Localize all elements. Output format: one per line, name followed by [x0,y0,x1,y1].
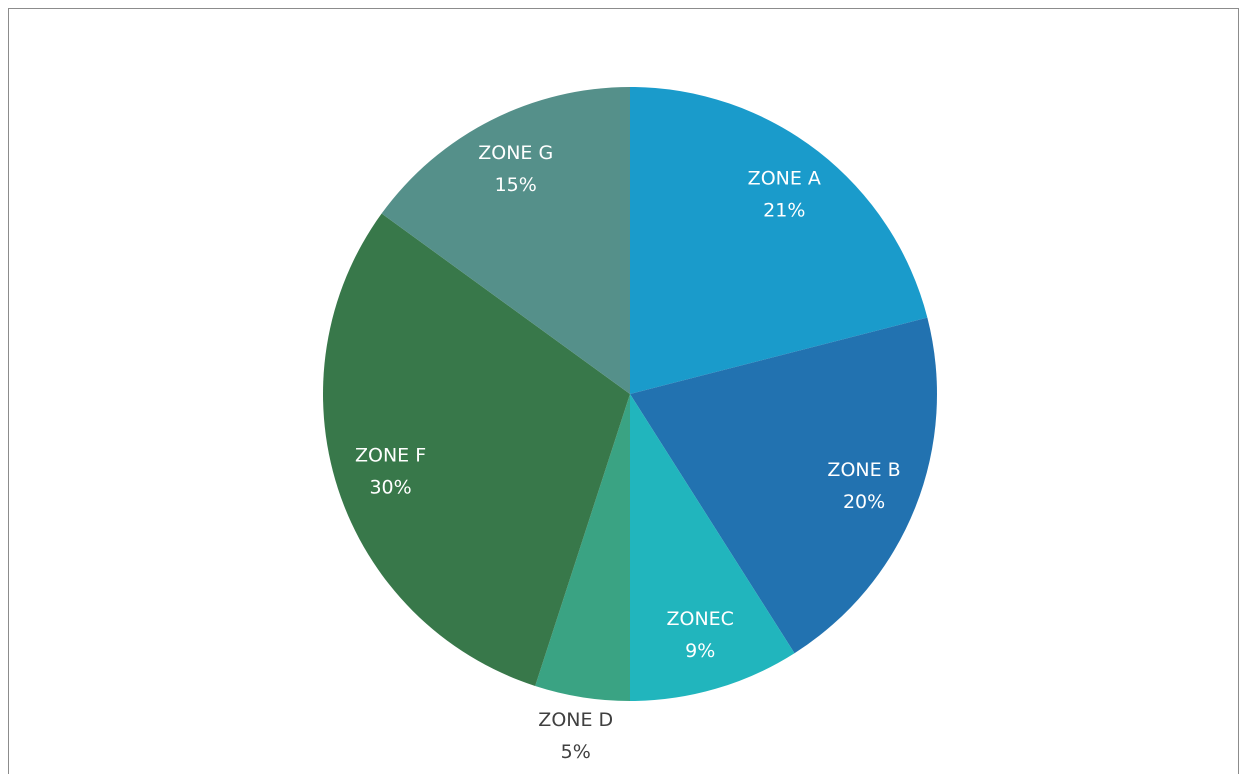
slice-value-label: 30% [369,476,411,498]
slice-label: ZONE A [748,168,821,190]
pie-slice [535,394,630,701]
pie-slice [322,213,630,686]
pie-slice [381,87,630,394]
slice-value-label: 9% [685,640,715,662]
pie-slice [630,394,795,701]
slice-value-label: 20% [843,491,885,513]
slice-label: ZONE B [827,459,900,481]
slice-label: ZONE D [538,709,613,731]
slice-label: ZONE G [478,142,553,164]
slice-label: ZONEC [666,608,733,630]
pie-slice [630,87,928,394]
pie-slice [630,317,937,654]
slice-label: ZONE F [355,444,426,466]
slice-value-label: 15% [495,174,537,196]
slice-value-label: 21% [763,200,805,222]
slice-value-label: 5% [561,741,591,763]
